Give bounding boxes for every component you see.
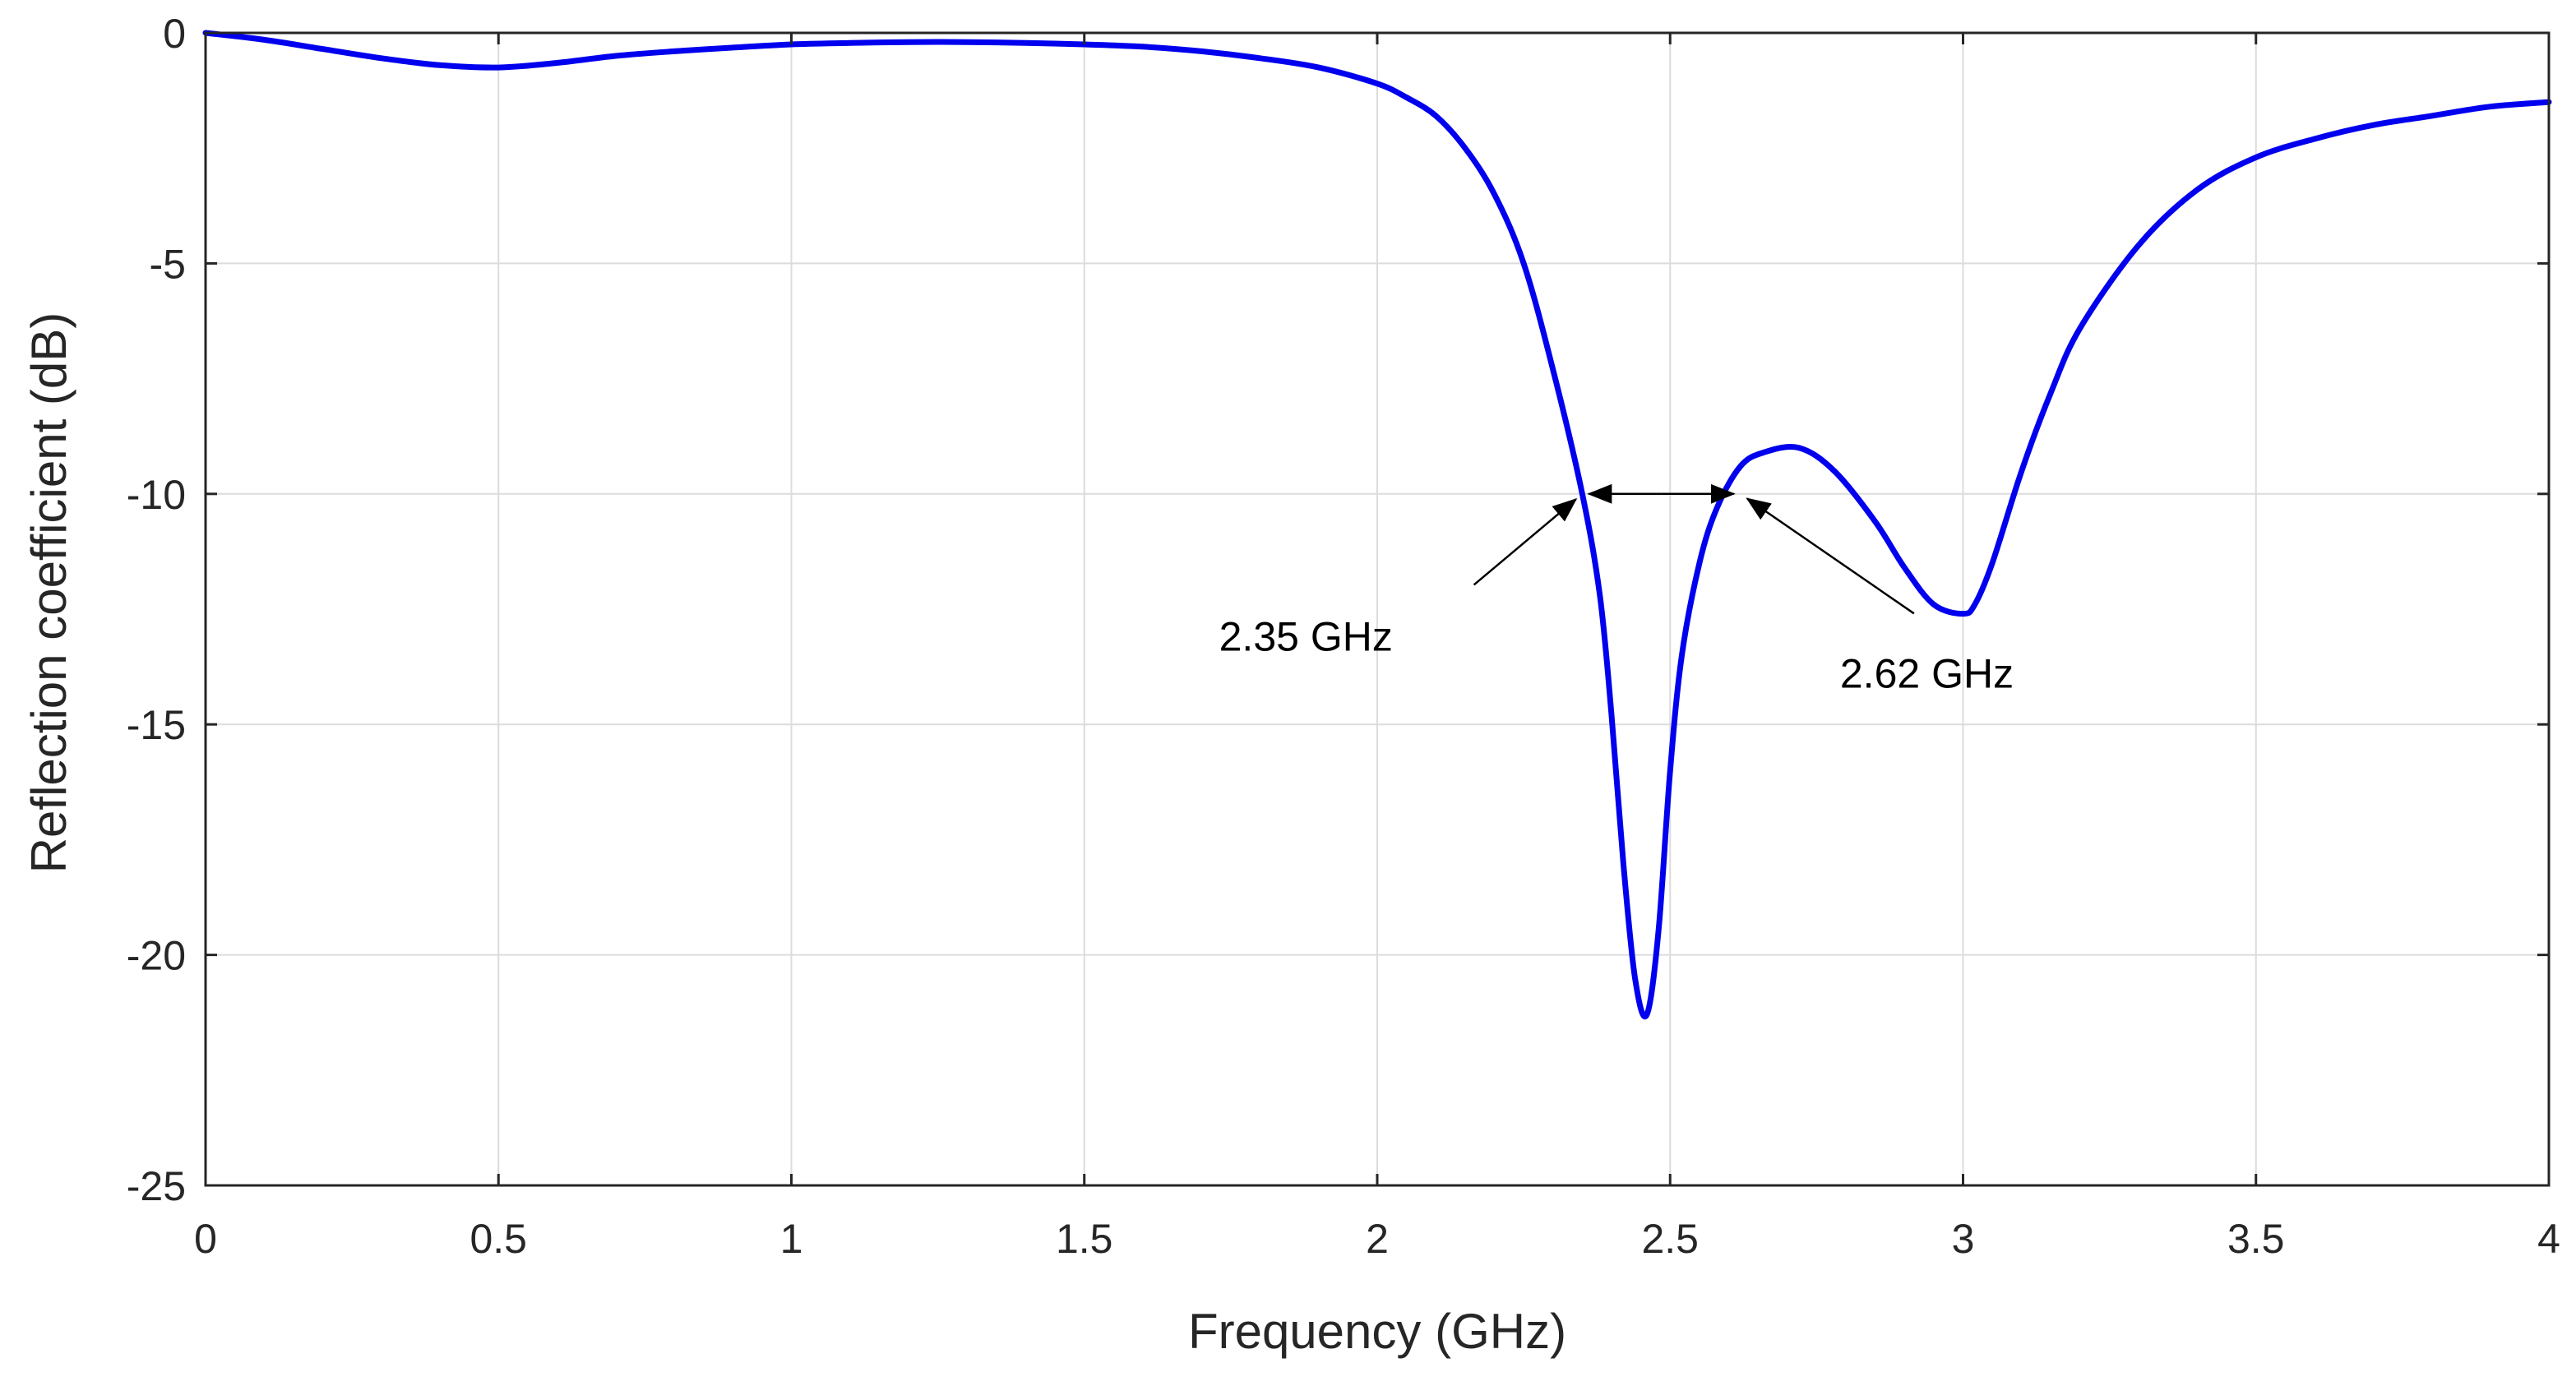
y-tick-label: -25: [127, 1163, 186, 1209]
annotation-label: 2.62 GHz: [1840, 650, 2014, 696]
grid: [205, 32, 2550, 1186]
annotation-label: 2.35 GHz: [1219, 613, 1393, 659]
x-tick-label: 0: [194, 1216, 217, 1262]
x-tick-label: 3: [1952, 1216, 1975, 1262]
series-layer: [202, 30, 2552, 1019]
y-axis-title: Reflection coefficient (dB): [21, 312, 76, 874]
annotation-arrow: [1473, 497, 1578, 586]
x-tick-label: 1: [780, 1216, 803, 1262]
x-tick-label: 0.5: [469, 1216, 527, 1262]
y-tick-label: -10: [127, 472, 186, 518]
tick-layer: 0 0.5 1 1.5 2 2.5 3 3.5 4 0 -5 -10 -15 -20 -25: [127, 11, 2560, 1262]
series-line-s11: [202, 30, 2552, 1019]
x-tick-label: 2.5: [1641, 1216, 1699, 1262]
y-tick-label: -20: [127, 933, 186, 979]
x-tick-label: 3.5: [2227, 1216, 2285, 1262]
annotation-layer: 2.35 GHz 2.62 GHz: [1219, 483, 2014, 696]
y-tick-label: -15: [127, 702, 186, 748]
x-tick-label: 1.5: [1056, 1216, 1113, 1262]
y-tick-label: -5: [150, 241, 186, 287]
annotation-arrow: [1746, 497, 1915, 615]
x-tick-label: 4: [2537, 1216, 2560, 1262]
y-tick-label: 0: [163, 11, 186, 57]
x-axis-title: Frequency (GHz): [1188, 1304, 1566, 1359]
x-tick-label: 2: [1366, 1216, 1389, 1262]
